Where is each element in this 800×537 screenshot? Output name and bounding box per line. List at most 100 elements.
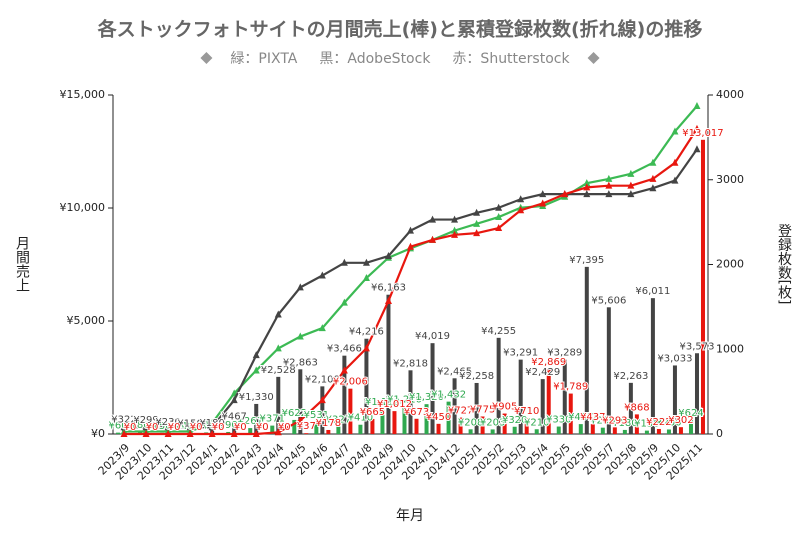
value-label: ¥467 [221,411,246,422]
line-marker [362,274,370,282]
x-axis-label: 年月 [396,508,424,524]
y-tick-label: ¥10,000 [60,201,106,214]
line-marker [296,416,304,424]
bar [452,378,457,434]
bar [666,429,671,434]
value-label: ¥80 [131,420,150,431]
bar [534,429,539,434]
value-label: ¥437 [580,412,605,423]
line-marker [605,181,613,189]
value-label: ¥7,395 [569,255,604,266]
bar [254,403,259,434]
bar [672,365,677,434]
value-label: ¥5,606 [591,295,626,306]
bar [298,369,303,434]
line-marker [318,324,326,332]
bar [408,370,413,434]
bar [628,382,633,434]
value-label: ¥1,320 [409,392,444,403]
bar [358,424,363,434]
value-label: ¥0 [168,422,181,433]
value-label: ¥6,163 [371,283,406,294]
line-marker [495,203,503,211]
value-label: ¥624 [678,408,703,419]
line-marker [429,215,437,223]
line-marker [407,226,414,234]
line-marker [627,190,635,198]
line-marker [340,366,348,374]
line-marker [693,145,701,153]
bar [518,359,523,434]
value-label: ¥4,255 [481,326,516,337]
value-label: ¥330 [546,415,571,426]
line-marker [605,190,613,198]
line-marker [208,423,216,431]
bar [314,421,319,434]
line-marker [120,430,128,437]
bar [424,404,429,434]
bar [370,418,375,434]
value-label: ¥727 [448,406,473,417]
value-label: ¥6,011 [635,286,670,297]
value-label: ¥280 [590,416,615,427]
value-label: ¥0 [256,422,269,433]
value-label: ¥2,869 [531,357,566,368]
line-marker [164,423,172,431]
bar [678,427,683,434]
line-marker [230,396,238,404]
value-label: ¥37 [297,421,316,432]
value-label: ¥2,818 [393,358,428,369]
bar [336,426,341,434]
value-label: ¥371 [260,414,285,425]
value-label: ¥150 [177,419,202,430]
bar [116,432,121,434]
bar [232,423,237,434]
bar [496,337,501,434]
line-marker [473,229,481,237]
value-label: ¥2,528 [261,365,296,376]
line-marker [429,235,437,243]
value-label: ¥322 [111,415,136,426]
bar [276,376,281,434]
bar [430,343,435,434]
line-marker [252,351,260,359]
line-marker [186,423,194,431]
value-label: ¥302 [668,415,693,426]
line-marker [142,423,150,431]
value-label: ¥2,429 [525,367,560,378]
value-label: ¥4,019 [415,331,450,342]
line-marker [451,230,459,238]
value-label: ¥293 [602,415,627,426]
value-label: ¥710 [514,406,539,417]
y2-axis-label: 登録枚数[枚] [776,224,792,305]
bar [584,266,589,434]
line-marker [230,430,238,437]
line-marker [407,242,414,250]
bar [578,424,583,434]
bar [688,419,693,434]
bar [612,427,617,434]
value-label: ¥222 [646,417,671,428]
bar [292,419,297,434]
line-marker [583,179,591,187]
value-label: ¥178 [316,418,341,429]
line-marker [142,430,150,437]
bar [644,430,649,434]
value-label: ¥2,258 [459,371,494,382]
y2-tick-label: 0 [716,427,723,440]
line-marker [296,332,304,340]
bar [380,408,385,434]
line-marker [627,169,635,177]
value-label: ¥0 [234,422,247,433]
bar [606,307,611,434]
bar [248,428,253,434]
value-label: ¥2,108 [305,374,340,385]
value-label: ¥13,017 [682,128,723,139]
value-label: ¥299 [133,415,158,426]
line-marker [164,430,172,437]
value-label: ¥905 [492,402,517,413]
value-label: ¥0 [146,422,159,433]
bar [546,369,551,434]
line-marker [186,430,194,437]
line-marker [318,396,326,404]
